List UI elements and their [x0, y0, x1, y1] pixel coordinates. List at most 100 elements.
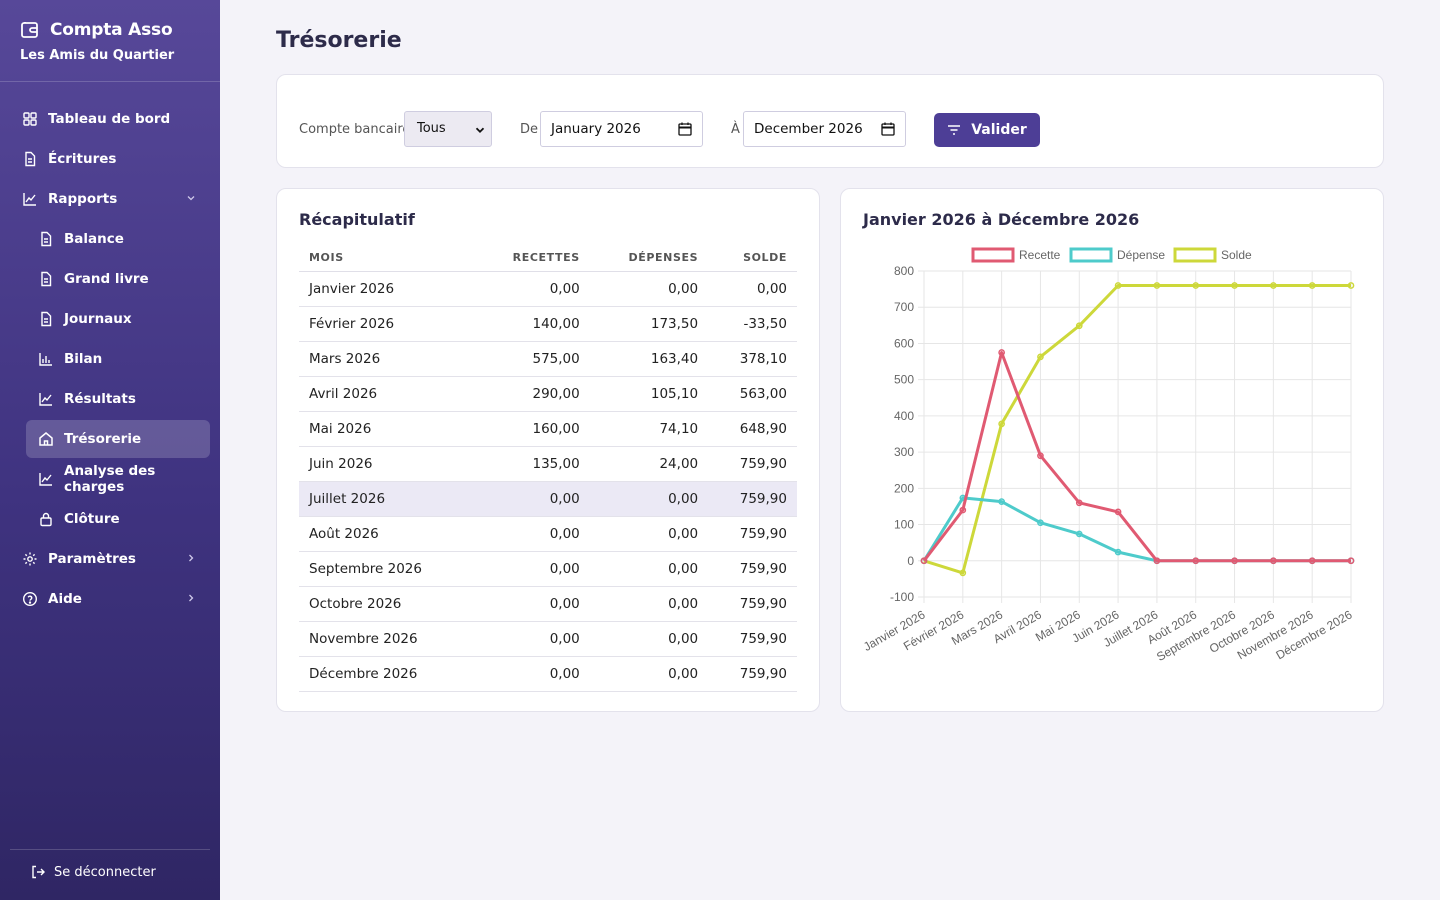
legend-label: Solde: [1221, 248, 1252, 262]
y-tick-label: 600: [894, 336, 914, 350]
to-label: À: [731, 122, 740, 137]
y-tick-label: 400: [894, 409, 914, 423]
table-cell: 0,00: [474, 271, 590, 307]
validate-button[interactable]: Valider: [934, 113, 1040, 147]
bar-chart-icon: [39, 353, 52, 366]
table-cell: 575,00: [474, 341, 590, 377]
table-cell: 0,00: [474, 516, 590, 552]
sidebar-item-bilan[interactable]: Bilan: [26, 340, 210, 378]
table-cell: 0,00: [589, 621, 709, 657]
data-point: [1308, 557, 1316, 565]
sidebar-item-label: Résultats: [64, 391, 136, 407]
sidebar-item-aide[interactable]: Aide: [12, 580, 210, 618]
table-row: Février 2026 140,00 173,50 -33,50: [299, 306, 797, 342]
series-line-solde: [923, 284, 1351, 575]
table-cell: 759,90: [708, 516, 797, 552]
filter-panel: Compte bancaire Tous De January 2026 À D…: [276, 74, 1384, 168]
table-cell: 163,40: [589, 341, 709, 377]
document-icon: [25, 151, 36, 167]
sidebar-item-label: Bilan: [64, 351, 103, 367]
table-cell: -33,50: [708, 306, 797, 342]
sidebar-item-grand-livre[interactable]: Grand livre: [26, 260, 210, 298]
sidebar-item-balance[interactable]: Balance: [26, 220, 210, 258]
data-point: [1308, 282, 1316, 289]
data-point: [1153, 282, 1161, 289]
filter-icon: [948, 125, 961, 135]
to-date-input[interactable]: December 2026: [743, 111, 906, 147]
table-cell: Mai 2026: [299, 411, 475, 447]
logout-button[interactable]: Se déconnecter: [10, 849, 210, 880]
data-point: [1231, 282, 1238, 289]
table-cell: 0,00: [474, 656, 590, 692]
data-point: [1270, 557, 1277, 565]
table-cell: Décembre 2026: [299, 656, 475, 692]
series-line-recette: [922, 351, 1351, 563]
data-point: [1114, 508, 1122, 516]
table-cell: 0,00: [474, 481, 590, 517]
sidebar-item-tableau-de-bord[interactable]: Tableau de bord: [12, 100, 210, 138]
table-cell: 0,00: [589, 656, 709, 692]
table-row: Septembre 2026 0,00 0,00 759,90: [299, 551, 797, 587]
data-point: [1075, 499, 1083, 507]
table-cell: Février 2026: [299, 306, 475, 342]
table-cell: 759,90: [708, 656, 797, 692]
table-cell: Mars 2026: [299, 341, 475, 377]
dashboard-icon: [23, 112, 37, 126]
sidebar-item-parametres[interactable]: Paramètres: [12, 540, 210, 578]
account-select[interactable]: Tous: [404, 111, 492, 147]
table-row: Mai 2026 160,00 74,10 648,90: [299, 411, 797, 447]
wallet-icon: [21, 22, 38, 38]
sidebar-item-label: Balance: [64, 231, 124, 247]
table-row: Juin 2026 135,00 24,00 759,90: [299, 446, 797, 482]
sidebar-item-label: Clôture: [64, 511, 120, 527]
table-cell: 0,00: [474, 586, 590, 622]
data-point: [1037, 519, 1044, 527]
to-date-value: December 2026: [754, 121, 863, 137]
chart-title: Janvier 2026 à Décembre 2026: [863, 210, 1140, 229]
sidebar-item-resultats[interactable]: Résultats: [26, 380, 210, 418]
calendar-icon[interactable]: [678, 122, 692, 136]
account-label: Compte bancaire: [299, 122, 411, 137]
from-date-input[interactable]: January 2026: [540, 111, 703, 147]
chevron-down-icon: [187, 196, 195, 201]
sidebar-item-ecritures[interactable]: Écritures: [12, 140, 210, 178]
table-cell: 759,90: [708, 446, 797, 482]
series-line-dépense: [922, 496, 1351, 563]
table-row: Décembre 2026 0,00 0,00 759,90: [299, 656, 797, 692]
table-cell: Janvier 2026: [299, 271, 475, 307]
brand: Compta Asso Les Amis du Quartier: [0, 0, 220, 82]
sidebar-item-journaux[interactable]: Journaux: [26, 300, 210, 338]
sidebar-item-tresorerie[interactable]: Trésorerie: [26, 420, 210, 458]
sidebar-item-rapports[interactable]: Rapports: [12, 180, 210, 218]
table-cell: 0,00: [589, 586, 709, 622]
table-cell: 0,00: [474, 621, 590, 657]
data-point: [1231, 557, 1238, 565]
validate-button-label: Valider: [971, 122, 1027, 138]
y-tick-label: 100: [894, 518, 914, 532]
table-cell: Août 2026: [299, 516, 475, 552]
data-point: [1075, 322, 1083, 330]
legend-swatch: [971, 247, 1015, 263]
summary-title: Récapitulatif: [299, 210, 415, 229]
y-tick-label: 200: [894, 481, 914, 495]
gear-icon: [23, 552, 37, 566]
sidebar-item-label: Tableau de bord: [48, 111, 171, 127]
sidebar-item-label: Grand livre: [64, 271, 149, 287]
table-header-row: MOIS RECETTES DÉPENSES SOLDE: [299, 244, 797, 272]
calendar-icon[interactable]: [881, 122, 895, 136]
table-cell: 563,00: [708, 376, 797, 412]
lock-icon: [40, 512, 52, 527]
sidebar-item-analyse-des-charges[interactable]: Analyse des charges: [26, 460, 210, 498]
legend-label: Recette: [1019, 248, 1061, 262]
data-point: [1037, 452, 1044, 460]
table-cell: 290,00: [474, 376, 590, 412]
table-row: Avril 2026 290,00 105,10 563,00: [299, 376, 797, 412]
table-cell: Juin 2026: [299, 446, 475, 482]
data-point: [959, 569, 967, 577]
chart-line-icon: [39, 473, 52, 486]
table-cell: 0,00: [589, 271, 709, 307]
chevron-down-icon: [475, 127, 485, 133]
table-cell: 74,10: [589, 411, 709, 447]
logout-icon: [32, 865, 45, 879]
sidebar-item-cloture[interactable]: Clôture: [26, 500, 210, 538]
